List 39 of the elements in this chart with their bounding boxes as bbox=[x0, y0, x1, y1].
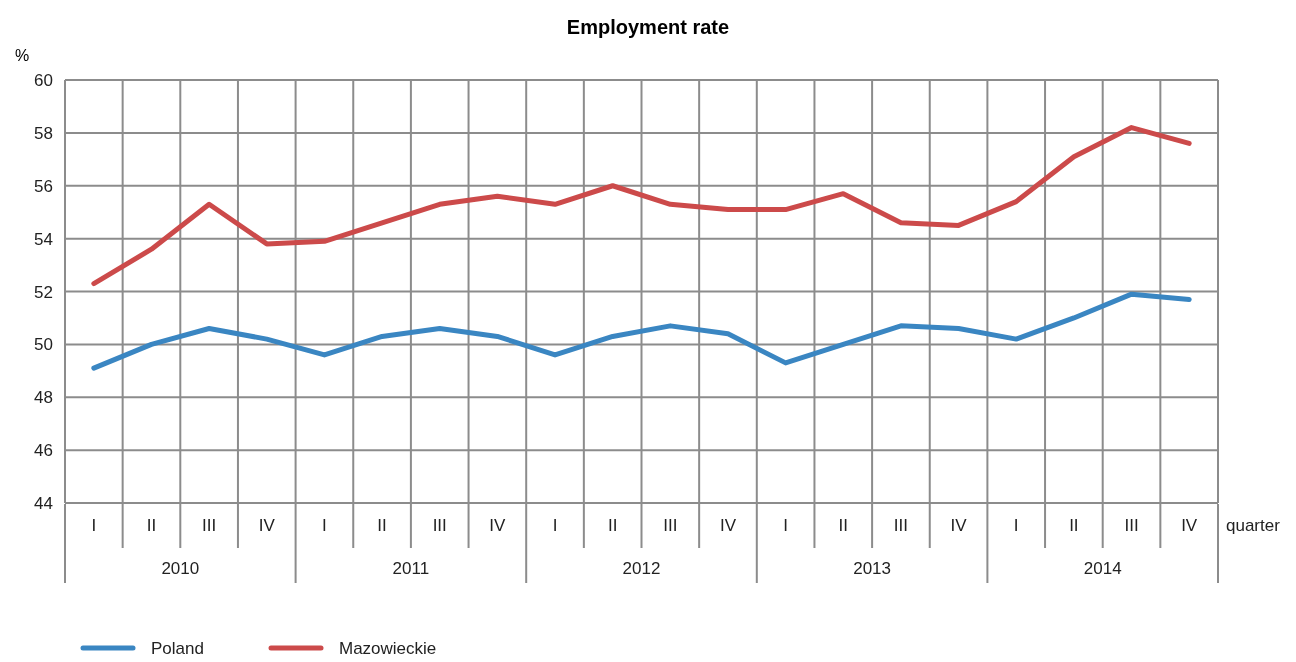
y-tick-label: 56 bbox=[34, 176, 53, 196]
x-tick-label: II bbox=[607, 516, 618, 535]
x-tick-label: II bbox=[1069, 516, 1079, 535]
y-tick-label: 54 bbox=[34, 229, 53, 249]
x-tick-label: I bbox=[91, 516, 97, 535]
x-tick-label: I bbox=[783, 516, 788, 535]
x-tick-label: I bbox=[552, 516, 558, 535]
y-tick-label: 58 bbox=[34, 123, 53, 143]
x-tick-label: III bbox=[202, 516, 217, 535]
legend-label: Poland bbox=[151, 639, 204, 658]
x-tick-label: IV bbox=[489, 516, 507, 535]
x-tick-label: III bbox=[432, 516, 447, 535]
text: 2013 bbox=[853, 559, 892, 578]
x-tick-label: III bbox=[893, 516, 909, 535]
y-tick-label: 50 bbox=[34, 335, 53, 355]
x-tick-label: IV bbox=[258, 516, 276, 535]
y-tick-label: 48 bbox=[34, 388, 53, 408]
y-tick-label: 60 bbox=[34, 71, 53, 90]
text: 2012 bbox=[622, 559, 661, 578]
text: 2011 bbox=[392, 559, 430, 578]
chart-title: Employment rate bbox=[566, 16, 730, 38]
x-tick-label: IV bbox=[719, 516, 737, 535]
x-tick-label: III bbox=[663, 516, 678, 535]
x-tick-label: IV bbox=[1181, 516, 1198, 535]
y-tick-label: 44 bbox=[34, 494, 53, 513]
y-axis-title: % bbox=[14, 47, 30, 64]
x-tick-label: I bbox=[322, 516, 327, 535]
x-tick-label: II bbox=[146, 516, 157, 535]
x-tick-label: I bbox=[1013, 516, 1019, 535]
y-tick-label: 46 bbox=[34, 441, 53, 461]
x-tick-label: III bbox=[1124, 516, 1139, 535]
x-tick-label: IV bbox=[950, 516, 968, 535]
text: 2010 bbox=[161, 559, 200, 578]
text: 2014 bbox=[1083, 559, 1122, 578]
legend-label: Mazowieckie bbox=[339, 639, 437, 658]
x-tick-label: II bbox=[377, 516, 387, 535]
y-tick-label: 52 bbox=[34, 282, 53, 302]
x-axis-title: quarter bbox=[1226, 516, 1281, 535]
x-tick-label: II bbox=[838, 516, 848, 535]
